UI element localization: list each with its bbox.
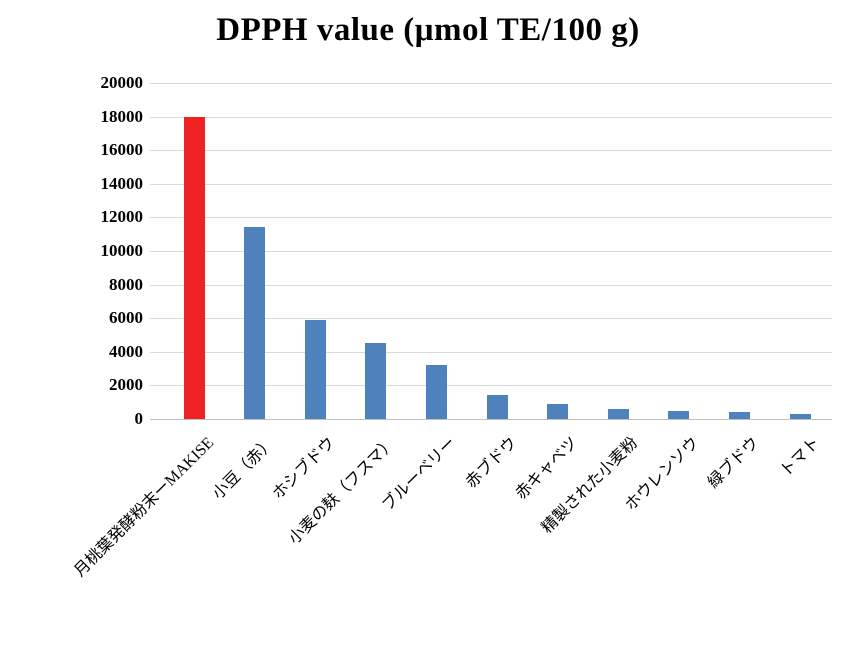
bar-4 <box>365 343 387 419</box>
chart-title: DPPH value (μmol TE/100 g) <box>216 12 640 48</box>
y-axis-tick-label: 6000 <box>109 308 143 328</box>
bar-10 <box>728 411 750 419</box>
bar-8 <box>607 408 629 419</box>
bar-6 <box>486 395 508 419</box>
x-axis-category-label: 緑ブドウ <box>705 434 763 492</box>
y-axis-tick-label: 18000 <box>100 106 144 126</box>
x-axis-category-label: トマト <box>777 434 824 481</box>
y-axis-tick-label: 0 <box>134 409 144 428</box>
gridline <box>150 83 832 84</box>
gridline <box>150 284 832 286</box>
gridline <box>150 150 832 152</box>
bar-3 <box>304 319 326 419</box>
y-axis-tick-label: 12000 <box>100 207 144 227</box>
bar-5 <box>425 365 447 419</box>
gridline <box>150 318 832 320</box>
gridline <box>150 385 832 387</box>
gridline <box>150 251 832 252</box>
gridline <box>150 217 832 219</box>
gridline <box>150 116 832 118</box>
y-axis-tick-label: 2000 <box>109 375 143 395</box>
y-axis-tick-label: 10000 <box>100 241 144 260</box>
y-axis-tick-label: 8000 <box>109 274 143 294</box>
bar-7 <box>547 403 569 419</box>
y-axis-tick-label: 14000 <box>100 173 144 193</box>
y-axis-tick-label: 4000 <box>109 341 143 361</box>
x-axis-category-label: 小豆（赤） <box>209 434 278 503</box>
x-axis-category-label: 月桃葉発酵粉末ーMAKISE <box>71 434 218 581</box>
gridline <box>150 183 832 185</box>
y-axis-tick-label: 16000 <box>100 140 144 160</box>
bar-9 <box>668 411 690 419</box>
y-axis-tick-label: 20000 <box>100 73 144 92</box>
bar-2 <box>244 227 266 419</box>
bar-11 <box>789 413 811 419</box>
gridline <box>150 351 832 353</box>
x-axis-line <box>150 419 832 420</box>
bar-1 <box>183 116 205 419</box>
